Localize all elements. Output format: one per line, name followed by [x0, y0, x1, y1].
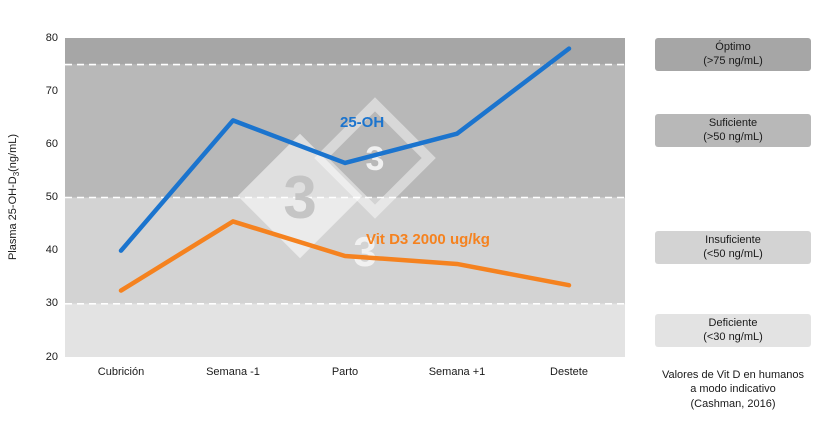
legend-item-threshold: (<50 ng/mL)	[703, 247, 763, 260]
x-label-1: Semana -1	[206, 366, 260, 378]
y-tick-label-40: 40	[45, 244, 58, 257]
y-tick-label-50: 50	[45, 191, 58, 203]
legend-item-1: Suficiente (>50 ng/mL)	[655, 114, 811, 147]
x-label-2: Parto	[331, 366, 359, 378]
series-line-1	[118, 219, 572, 293]
series-label-25oh: 25-OH	[340, 114, 385, 131]
y-tick-label-70: 70	[45, 84, 58, 97]
series-line-0	[118, 46, 572, 253]
y-axis-tick-labels: 20 30 40 50 60 70 80	[30, 32, 58, 363]
source-caption: Valores de Vit D en humanos a modo indic…	[640, 368, 820, 411]
legend-item-threshold: (>50 ng/mL)	[703, 130, 763, 143]
y-tick-label-60: 60	[45, 137, 58, 150]
caption-line-1: Valores de Vit D en humanos	[661, 369, 805, 381]
series-label-vitd3: Vit D3 2000 ug/kg	[366, 231, 490, 248]
legend-item-label: Insuficiente	[705, 233, 761, 246]
caption-line-2: a modo indicativo	[690, 383, 776, 396]
x-label-3: Semana +1	[428, 366, 486, 378]
band-óptimo	[65, 38, 625, 65]
legend-item-0: Óptimo (>75 ng/mL)	[655, 38, 811, 71]
legend-item-threshold: (>75 ng/mL)	[703, 54, 763, 67]
band-deficiente	[65, 303, 625, 357]
y-tick-label-30: 30	[45, 297, 58, 310]
legend-item-3: Deficiente (<30 ng/mL)	[655, 314, 811, 347]
x-axis-labels: Cubrición Semana -1 Parto Semana +1 Destete	[65, 366, 625, 382]
caption-line-3: (Cashman, 2016)	[690, 397, 776, 410]
plot-svg: 333	[65, 38, 625, 357]
y-axis-title-pre: Plasma 25-OH-D	[6, 176, 19, 261]
y-tick-label-80: 80	[45, 31, 58, 44]
band-suficiente	[65, 64, 625, 198]
legend-item-2: Insuficiente (<50 ng/mL)	[655, 231, 811, 264]
band-insuficiente	[65, 197, 625, 304]
y-axis-title-post: (ng/mL)	[6, 133, 19, 172]
legend-item-label: Suficiente	[708, 116, 758, 129]
x-label-4: Destete	[550, 366, 588, 378]
legend-item-label: Deficiente	[708, 316, 758, 329]
legend-item-threshold: (<30 ng/mL)	[703, 330, 763, 343]
y-axis-title-sub: 3	[12, 171, 22, 177]
y-axis-title: Plasma 25-OH-D3(ng/mL)	[7, 134, 21, 260]
legend-column: Óptimo (>75 ng/mL) Suficiente (>50 ng/mL) In…	[655, 0, 811, 360]
y-tick-label-20: 20	[45, 350, 58, 363]
legend-item-label: Óptimo	[715, 40, 751, 53]
x-label-0: Cubrición	[97, 366, 145, 378]
